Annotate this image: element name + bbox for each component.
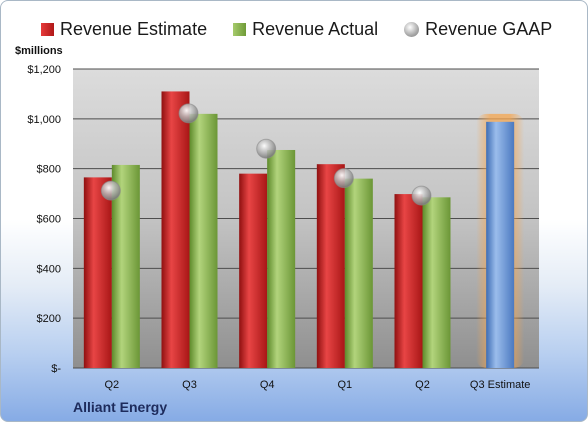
y-tick-label: $600 — [37, 214, 61, 226]
marker-revenue-gaap — [178, 103, 199, 124]
x-tick-label: Q4 — [260, 379, 275, 391]
company-name: Alliant Energy — [73, 399, 168, 415]
bar-revenue-forecast — [486, 121, 515, 368]
marker-revenue-gaap — [100, 180, 121, 201]
x-tick-label: Q3 Estimate — [470, 379, 531, 391]
y-tick-label: $1,000 — [27, 114, 61, 126]
x-axis-ticks: Q2 Q3 Q4 Q1 Q2 Q3 Estimate — [104, 379, 530, 391]
legend-label-revenue-gaap: Revenue GAAP — [425, 18, 553, 39]
bar-revenue-estimate — [316, 164, 345, 368]
y-tick-label: $400 — [37, 263, 61, 275]
marker-revenue-gaap — [411, 185, 432, 206]
marker-revenue-gaap — [256, 138, 277, 159]
x-tick-label: Q2 — [415, 379, 430, 391]
y-axis-unit-label: $millions — [15, 45, 63, 57]
gridlines — [73, 68, 539, 369]
legend-label-revenue-actual: Revenue Actual — [252, 18, 379, 39]
y-tick-label: $1,200 — [27, 64, 61, 76]
y-axis-ticks: $- $200 $400 $600 $800 $1,000 $1,200 — [27, 64, 61, 375]
bar-revenue-actual — [189, 113, 218, 368]
x-tick-label: Q3 — [182, 379, 197, 391]
legend: Revenue Estimate Revenue Actual Revenue … — [41, 17, 587, 41]
bar-revenue-actual — [344, 178, 373, 368]
legend-swatch-revenue-estimate — [41, 22, 54, 36]
legend-swatch-revenue-gaap — [404, 21, 420, 37]
bar-revenue-estimate — [239, 173, 268, 368]
bar-revenue-estimate — [161, 91, 190, 369]
y-tick-label: $200 — [37, 313, 61, 325]
legend-item-revenue-estimate: Revenue Estimate — [41, 19, 207, 40]
bar-revenue-actual — [422, 197, 451, 368]
bar-revenue-estimate — [83, 177, 112, 368]
bar-revenue-actual — [267, 149, 296, 368]
marker-revenue-gaap — [333, 168, 354, 189]
x-tick-label: Q2 — [104, 379, 119, 391]
bars — [83, 91, 525, 369]
legend-item-revenue-actual: Revenue Actual — [233, 19, 378, 40]
legend-item-revenue-gaap: Revenue GAAP — [404, 19, 552, 40]
legend-swatch-revenue-actual — [233, 22, 247, 36]
y-tick-label: $800 — [37, 164, 61, 176]
y-tick-label: $- — [51, 363, 61, 375]
legend-label-revenue-estimate: Revenue Estimate — [60, 18, 208, 39]
gaap-markers — [100, 103, 432, 206]
bar-revenue-estimate — [394, 194, 423, 368]
x-tick-label: Q1 — [337, 379, 352, 391]
